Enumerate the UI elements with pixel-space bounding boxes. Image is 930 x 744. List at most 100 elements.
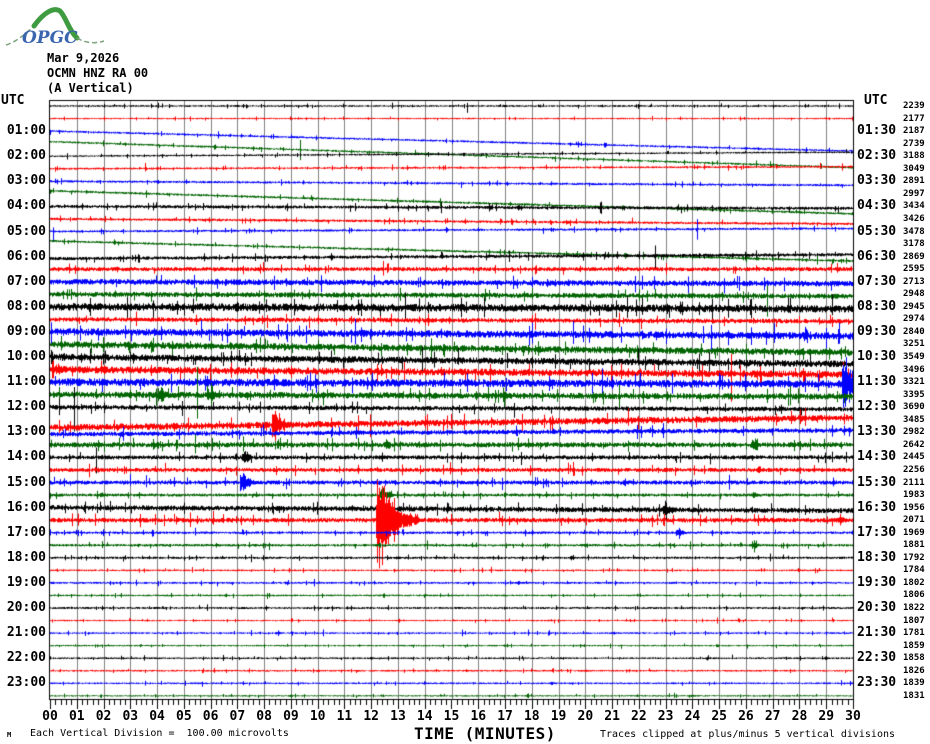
minute-label: 01 [68,709,85,724]
trace-offset-value: 3049 [903,163,925,174]
minute-label: 22 [631,709,647,724]
minute-label: 06 [202,709,219,724]
minute-label: 21 [604,709,620,724]
trace-offset-value: 3485 [903,414,925,425]
right-hour-label: 17:30 [857,524,897,540]
trace-offset-value: 3321 [903,377,925,388]
left-hour-label: 06:00 [6,248,46,264]
opgc-logo-icon: OPGC [5,7,105,48]
trace-offset-value: 2739 [903,138,925,149]
trace-offset-value: 3426 [903,213,925,224]
left-hour-label: 01:00 [6,123,46,139]
trace-offset-value: 2713 [903,276,925,287]
right-hour-label: 19:30 [857,574,897,590]
trace-offset-value: 1802 [903,577,925,588]
trace-offset-value: 2445 [903,452,925,463]
left-hour-label: 16:00 [6,499,46,515]
left-utc-title: UTC [1,93,25,108]
trace-offset-value: 3690 [903,402,925,413]
trace-offset-value: 1839 [903,678,925,689]
left-hour-label: 20:00 [6,600,46,615]
left-hour-label: 23:00 [6,675,46,691]
right-hour-label: 07:30 [857,273,897,289]
left-hour-label: 14:00 [6,449,46,465]
trace-offset-value: 1969 [903,527,925,538]
trace-offset-value: 2997 [903,188,925,199]
minute-label: 27 [764,709,781,724]
trace-offset-value: 2869 [903,251,925,262]
trace-offset-value: 2256 [903,464,925,475]
left-hour-label: 08:00 [6,298,46,314]
trace-offset-value: 2642 [903,439,925,450]
right-hour-label: 11:30 [857,374,897,390]
trace-offset-value: 1807 [903,615,925,626]
minute-label: 16 [470,709,487,724]
trace-offset-value: 2982 [903,427,925,438]
right-hour-label: 03:30 [857,173,897,189]
left-hour-label: 19:00 [6,574,46,590]
left-hour-label: 17:00 [6,524,46,540]
minute-label: 25 [711,709,727,724]
right-hour-label: 02:30 [857,148,897,164]
minute-label: 11 [336,709,353,724]
left-hour-label: 13:00 [6,424,46,440]
trace-offset-value: 3188 [903,151,925,162]
right-hour-label: 06:30 [857,248,897,264]
right-hour-label: 20:30 [857,600,897,615]
minute-label: 04 [149,709,165,724]
trace-offset-value: 2239 [903,101,925,111]
trace-offset-value: 2071 [903,515,925,526]
trace-offset-value: 3395 [903,389,925,400]
trace-offset-value: 2974 [903,314,925,325]
right-hour-label: 16:30 [857,499,897,515]
right-utc-title: UTC [864,93,888,108]
trace-offset-value: 2840 [903,326,925,337]
trace-offset-value: 2891 [903,176,925,187]
plot-date: Mar 9,2026 [47,51,120,65]
minute-label: 02 [95,709,112,724]
minute-label: 23 [657,709,674,724]
minute-label: 17 [497,709,513,724]
trace-offset-value: 1826 [903,665,925,676]
right-hour-label: 09:30 [857,323,897,339]
logo-text: OPGC [22,28,78,48]
trace-offset-value: 1881 [903,540,925,551]
station-code: OCMN HNZ RA 00 [47,66,149,80]
left-hour-label: 09:00 [6,323,46,339]
right-hour-label: 22:30 [857,650,897,666]
left-hour-label: 05:00 [6,223,46,239]
minute-label: 24 [684,709,701,724]
trace-offset-value: 3478 [903,226,925,237]
trace-offset-value: 1781 [903,628,925,639]
trace-offset-value: 2945 [903,301,925,312]
trace-offset-value: 3496 [903,364,925,375]
left-hour-label: 18:00 [6,549,46,565]
right-hour-label: 21:30 [857,625,897,641]
left-hour-label: 11:00 [6,374,46,390]
trace-offset-value: 1792 [903,552,925,563]
trace-offset-value: 1831 [903,690,925,701]
trace-offset-value: 1806 [903,590,925,601]
left-hour-label: 12:00 [6,399,46,415]
trace-offset-value: 3251 [903,339,925,350]
left-hour-label: 03:00 [6,173,46,189]
trace-offset-value: 2111 [903,477,925,488]
minute-label: 28 [791,709,808,724]
left-hour-label: 21:00 [6,625,46,641]
trace-offset-value: 3178 [903,239,925,250]
minute-label: 14 [416,709,433,724]
trace-offset-value: 3434 [903,201,925,212]
corner-mark: M [7,731,12,739]
component-label: (A Vertical) [47,81,134,95]
right-hour-label: 04:30 [857,198,897,214]
left-hour-label: 02:00 [6,148,46,164]
clip-note: Traces clipped at plus/minus 5 vertical … [600,729,896,740]
trace-offset-value: 1983 [903,490,925,501]
trace-offset-value: 2187 [903,126,925,137]
left-hour-label: 10:00 [6,349,46,364]
minute-label: 09 [283,709,299,724]
left-hour-label: 15:00 [6,474,46,490]
right-hour-label: 13:30 [857,424,897,440]
